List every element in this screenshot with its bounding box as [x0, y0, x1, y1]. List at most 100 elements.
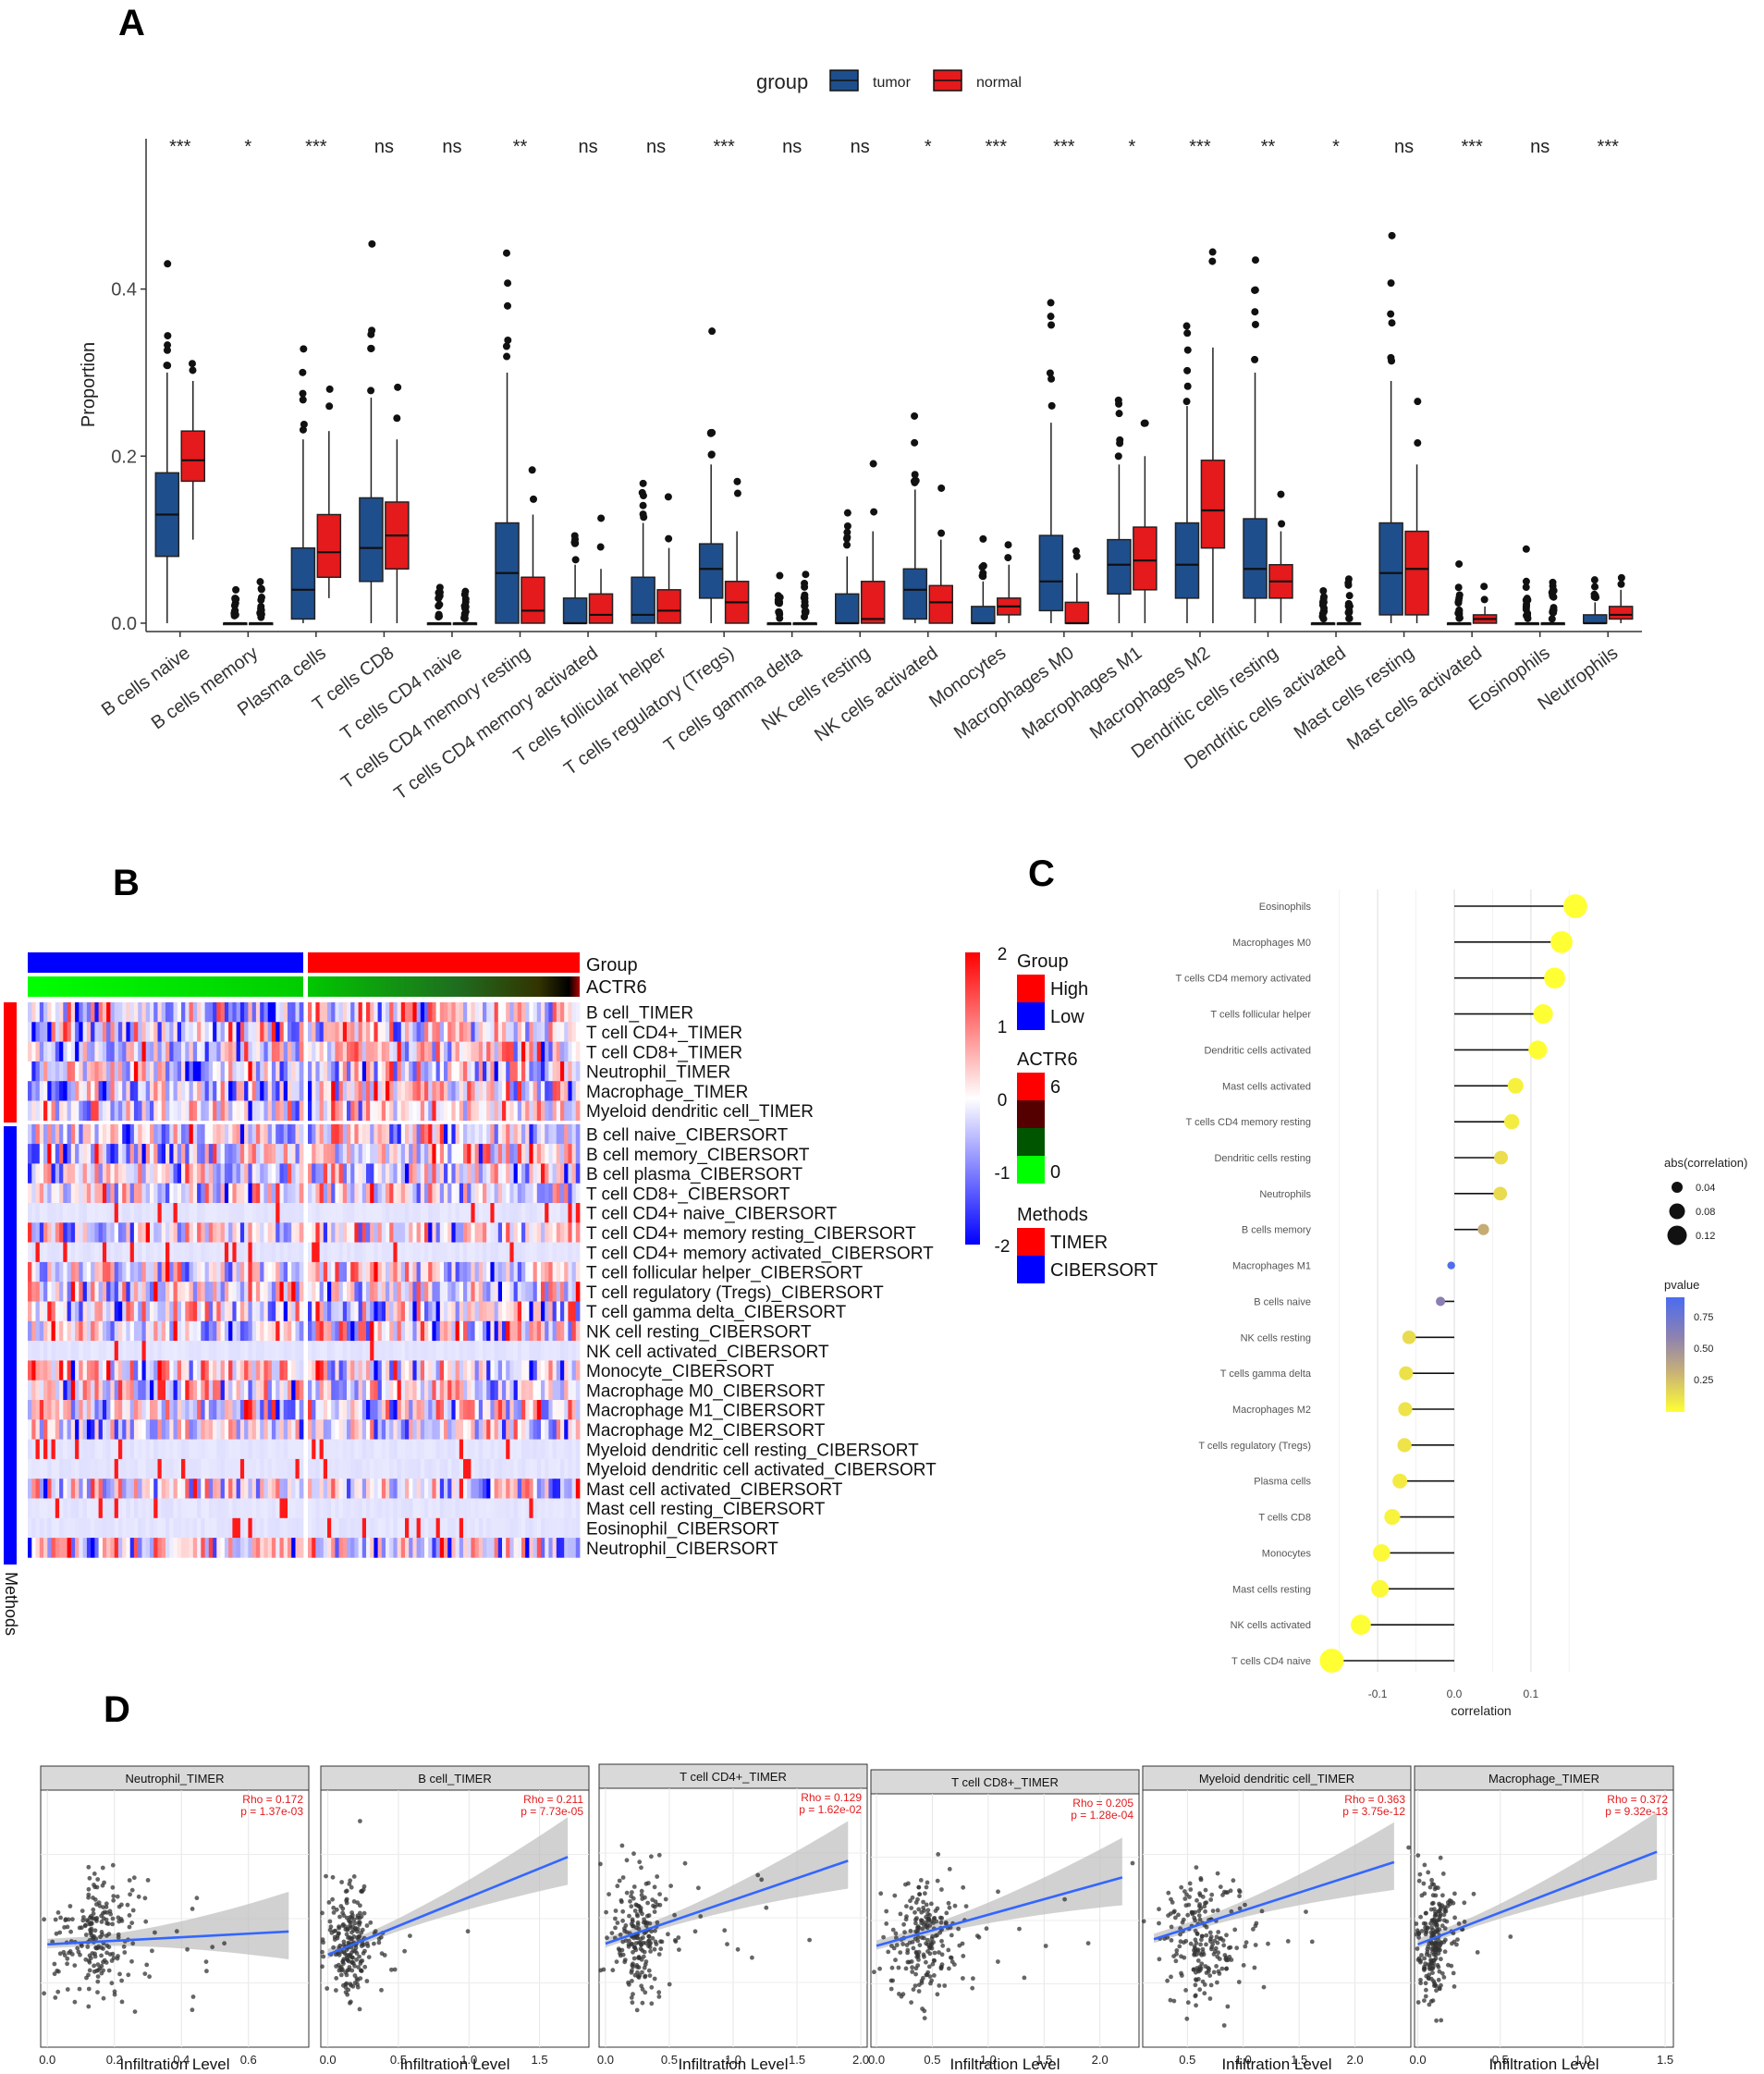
heatmap-cell	[478, 1320, 484, 1342]
heatmap-cell	[560, 1041, 565, 1062]
heatmap-cell	[260, 1100, 264, 1122]
heatmap-cell	[70, 1360, 76, 1381]
scatter-point	[402, 1948, 407, 1954]
heatmap-cell	[509, 1123, 514, 1145]
heatmap-cell	[220, 1498, 226, 1519]
heatmap-cell	[424, 1123, 429, 1145]
heatmap-cell	[319, 1380, 325, 1401]
heatmap-cell	[471, 1301, 475, 1322]
heatmap-cell	[315, 1360, 320, 1381]
heatmap-cell	[299, 1538, 304, 1558]
heatmap-cell	[114, 1538, 119, 1558]
heatmap-cell	[459, 1163, 464, 1184]
heatmap-cell	[315, 1123, 320, 1145]
heatmap-cell	[55, 1419, 60, 1440]
heatmap-cell	[412, 1222, 417, 1243]
heatmap-cell	[548, 1538, 553, 1558]
heatmap-cell	[67, 1203, 72, 1223]
heatmap-cell	[129, 1002, 135, 1023]
heatmap-cell	[483, 1081, 487, 1101]
heatmap-cell	[263, 1320, 269, 1342]
heatmap-cell	[347, 1517, 351, 1539]
heatmap-cell	[173, 1100, 178, 1122]
heatmap-cell	[138, 1144, 142, 1164]
heatmap-cell	[533, 1538, 538, 1558]
outlier-point	[1345, 592, 1354, 600]
heatmap-cell	[216, 1439, 221, 1460]
heatmap-cell	[141, 1183, 147, 1204]
heatmap-cell	[220, 1517, 226, 1539]
heatmap-cell	[31, 1458, 36, 1479]
heatmap-cell	[117, 1242, 123, 1263]
heatmap-cell	[138, 1360, 142, 1381]
lollipop-category-label: Dendritic cells activated	[1204, 1045, 1311, 1056]
heatmap-cell	[263, 1002, 269, 1023]
heatmap-cell	[432, 1222, 436, 1243]
heatmap-cell	[79, 1479, 83, 1499]
heatmap-cell	[43, 1439, 48, 1460]
heatmap-cell	[260, 1163, 264, 1184]
heatmap-cell	[244, 1498, 249, 1519]
heatmap-cell	[467, 1061, 472, 1082]
heatmap-cell	[288, 1479, 292, 1499]
heatmap-cell	[529, 1222, 533, 1243]
heatmap-cell	[263, 1419, 269, 1440]
heatmap-cell	[82, 1183, 88, 1204]
heatmap-cell	[169, 1458, 174, 1479]
heatmap-cell	[138, 1439, 142, 1460]
heatmap-cell	[416, 1479, 422, 1499]
scatter-point	[361, 1910, 367, 1916]
heatmap-cell	[177, 1517, 182, 1539]
box-normal	[316, 385, 342, 598]
scatter-point	[357, 1954, 361, 1959]
heatmap-cell	[126, 1498, 131, 1519]
heatmap-cell	[192, 1458, 198, 1479]
heatmap-cell	[213, 1222, 217, 1243]
scatter-point	[126, 1972, 131, 1978]
heatmap-cell	[323, 1163, 328, 1184]
outlier-point	[1550, 608, 1558, 617]
heatmap-cell	[323, 1479, 328, 1499]
heatmap-cell	[420, 1439, 425, 1460]
heatmap-cell	[497, 1242, 503, 1263]
heatmap-cell	[319, 1498, 325, 1519]
heatmap-cell	[94, 1242, 100, 1263]
heatmap-cell	[548, 1400, 553, 1420]
heatmap-cell	[114, 1320, 119, 1342]
heatmap-cell	[428, 1400, 433, 1420]
heatmap-cell	[370, 1301, 374, 1322]
significance-label: *	[1332, 137, 1340, 157]
scatter-point	[95, 1990, 100, 1995]
heatmap-cell	[509, 1022, 514, 1042]
heatmap-cell	[165, 1041, 170, 1062]
heatmap-cell	[122, 1400, 127, 1420]
heatmap-cell	[197, 1301, 202, 1322]
heatmap-cell	[102, 1022, 107, 1042]
heatmap-cell	[244, 1439, 249, 1460]
heatmap-cell	[138, 1498, 142, 1519]
heatmap-cell	[204, 1419, 210, 1440]
heatmap-cell	[323, 1517, 328, 1539]
heatmap-cell	[122, 1061, 127, 1082]
heatmap-cell	[228, 1144, 233, 1164]
heatmap-cell	[59, 1242, 64, 1263]
heatmap-cell	[545, 1538, 549, 1558]
heatmap-cell	[420, 1022, 425, 1042]
heatmap-cell	[564, 1439, 569, 1460]
heatmap-cell	[444, 1400, 448, 1420]
heatmap-cell	[483, 1360, 487, 1381]
heatmap-cell	[102, 1301, 107, 1322]
heatmap-cell	[51, 1419, 56, 1440]
lollipop-point	[1528, 1040, 1548, 1060]
heatmap-row-label: T cell follicular helper_CIBERSORT	[586, 1264, 864, 1283]
heatmap-cell	[271, 1479, 276, 1499]
heatmap-cell	[255, 1458, 261, 1479]
outlier-point	[1454, 583, 1463, 592]
heatmap-cell	[439, 1517, 445, 1539]
heatmap-cell	[347, 1439, 351, 1460]
heatmap-cell	[201, 1022, 205, 1042]
scatter-point	[344, 1956, 349, 1961]
heatmap-cell	[381, 1002, 386, 1023]
heatmap-cell	[474, 1320, 480, 1342]
heatmap-cell	[288, 1123, 292, 1145]
